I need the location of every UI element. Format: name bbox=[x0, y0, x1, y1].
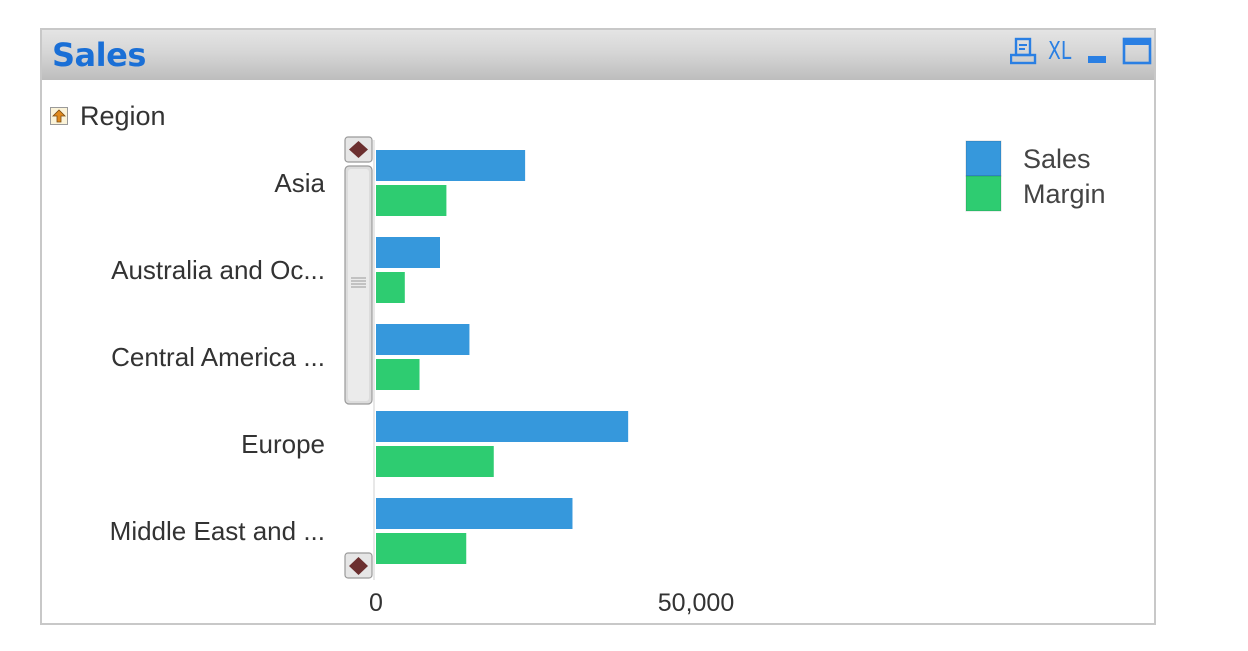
category-label: Middle East and ... bbox=[110, 516, 325, 546]
bar-sales-3[interactable] bbox=[376, 411, 629, 442]
category-label: Asia bbox=[274, 168, 325, 198]
bar-sales-4[interactable] bbox=[376, 498, 573, 529]
dimension-header: Region bbox=[50, 101, 166, 131]
title-bar[interactable]: Sales XL bbox=[42, 30, 1154, 80]
minimize-icon[interactable] bbox=[1086, 36, 1110, 66]
print-icon[interactable] bbox=[1009, 36, 1038, 66]
legend-label-sales: Sales bbox=[1023, 144, 1091, 174]
legend-swatch-margin bbox=[965, 175, 1002, 212]
maximize-icon[interactable] bbox=[1122, 36, 1152, 66]
xl-export-icon[interactable]: XL bbox=[1048, 36, 1079, 66]
xl-label: XL bbox=[1048, 36, 1072, 65]
scroll-down-arrow-icon[interactable] bbox=[349, 557, 368, 575]
x-tick-label: 50,000 bbox=[658, 589, 734, 617]
scroll-up-arrow-icon[interactable] bbox=[349, 141, 368, 158]
dimension-label: Region bbox=[80, 100, 166, 131]
legend-swatch-sales bbox=[965, 140, 1002, 177]
bar-margin-2[interactable] bbox=[376, 359, 420, 390]
bar-margin-0[interactable] bbox=[376, 185, 447, 216]
x-tick-label: 0 bbox=[369, 589, 383, 617]
category-label: Central America ... bbox=[111, 342, 325, 372]
sales-chart-panel: Sales XL bbox=[40, 28, 1156, 625]
drill-up-icon[interactable] bbox=[50, 107, 68, 125]
category-label: Australia and Oc... bbox=[111, 255, 325, 285]
category-label: Europe bbox=[241, 429, 325, 459]
bar-margin-3[interactable] bbox=[376, 446, 494, 477]
bar-sales-1[interactable] bbox=[376, 237, 440, 268]
legend-label-margin: Margin bbox=[1023, 179, 1106, 209]
bar-sales-2[interactable] bbox=[376, 324, 470, 355]
bar-margin-4[interactable] bbox=[376, 533, 467, 564]
chart-title: Sales bbox=[52, 36, 146, 74]
scrollbar-thumb-highlight bbox=[348, 169, 369, 401]
bar-sales-0[interactable] bbox=[376, 150, 526, 181]
bar-margin-1[interactable] bbox=[376, 272, 405, 303]
